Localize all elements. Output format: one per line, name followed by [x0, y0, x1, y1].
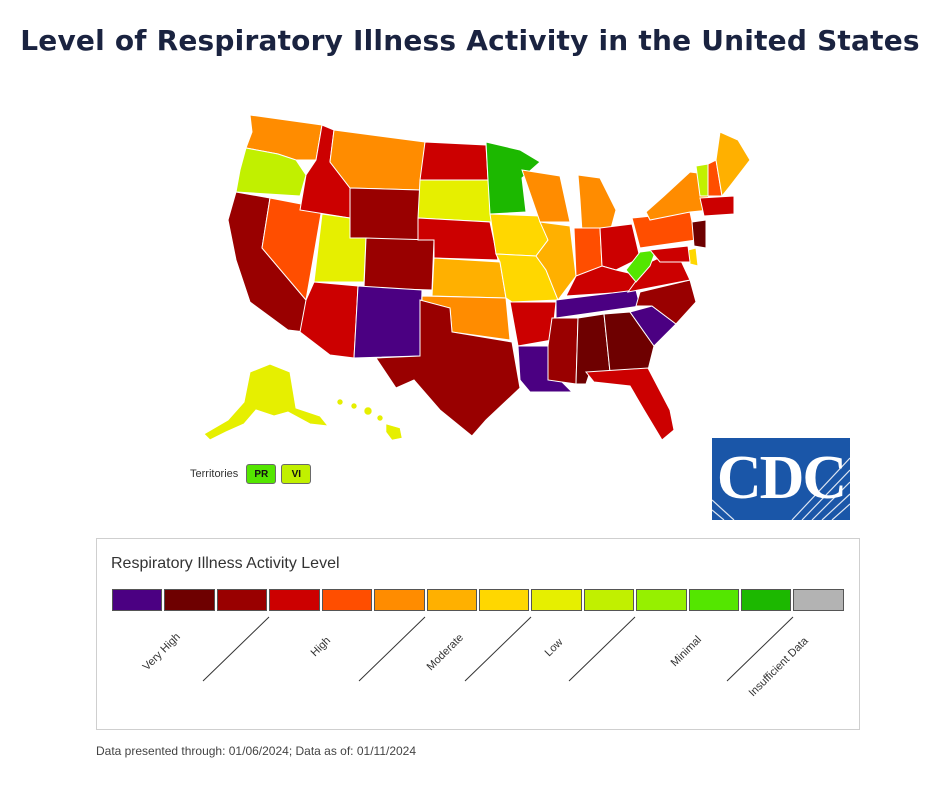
state-az[interactable]	[299, 281, 359, 359]
data-footnote: Data presented through: 01/06/2024; Data…	[96, 744, 417, 758]
state-ga[interactable]	[603, 311, 655, 373]
state-il[interactable]	[535, 221, 577, 302]
state-ak[interactable]	[203, 363, 330, 441]
territory-pr-badge[interactable]: PR	[246, 464, 277, 484]
state-mi[interactable]	[577, 174, 617, 233]
state-or[interactable]	[235, 147, 307, 197]
territories-label: Territories	[190, 468, 239, 480]
legend-swatch	[793, 589, 844, 611]
legend-swatch	[688, 589, 740, 611]
legend-label-high: High	[309, 635, 333, 659]
cdc-logo-stripes	[712, 457, 850, 520]
legend-swatch	[216, 589, 268, 611]
state-me[interactable]	[715, 131, 751, 198]
state-shapes	[203, 114, 751, 441]
state-nd[interactable]	[419, 141, 489, 181]
legend-title: Respiratory Illness Activity Level	[111, 555, 340, 572]
state-ms[interactable]	[547, 317, 579, 385]
state-wv[interactable]	[625, 249, 657, 283]
legend-divider	[358, 616, 426, 682]
map-title: Level of Respiratory Illness Activity in…	[20, 24, 920, 57]
territories-legend: Territories PR VI	[190, 464, 316, 484]
legend-label-minimal: Minimal	[669, 634, 704, 669]
state-wi[interactable]	[521, 169, 571, 223]
legend-label-very-high: Very High	[141, 631, 183, 673]
state-co[interactable]	[363, 237, 435, 291]
state-ks[interactable]	[431, 257, 507, 299]
state-mt[interactable]	[329, 129, 426, 191]
legend-label-low: Low	[543, 636, 566, 659]
legend-swatch	[164, 589, 215, 611]
legend-swatches	[112, 589, 844, 611]
state-ma[interactable]	[699, 195, 735, 217]
legend-swatch	[112, 589, 163, 611]
legend-label-moderate: Moderate	[425, 632, 466, 673]
legend-divider	[464, 616, 532, 682]
state-wy[interactable]	[349, 187, 421, 241]
legend-swatch	[321, 589, 373, 611]
legend-swatch	[374, 589, 425, 611]
state-nj[interactable]	[691, 219, 707, 249]
territory-vi-badge[interactable]: VI	[281, 464, 312, 484]
legend-labels: Very High High Moderate Low Minimal Insu…	[141, 616, 812, 699]
legend-swatch	[426, 589, 477, 611]
state-mn[interactable]	[485, 141, 541, 215]
state-tx[interactable]	[375, 299, 521, 437]
cdc-logo-text: CDC	[716, 444, 847, 512]
legend-divider	[726, 616, 794, 682]
state-fl[interactable]	[585, 367, 675, 441]
state-oh[interactable]	[599, 223, 641, 271]
legend-swatch	[478, 589, 530, 611]
cdc-logo: CDC	[712, 438, 850, 520]
legend-divider	[568, 616, 636, 682]
activity-level-legend: Respiratory Illness Activity Level Very …	[96, 538, 860, 730]
legend-swatch	[531, 589, 582, 611]
legend-swatch	[583, 589, 635, 611]
legend-swatch	[741, 589, 792, 611]
state-hi[interactable]	[336, 398, 403, 441]
legend-swatch	[636, 589, 687, 611]
state-md[interactable]	[649, 245, 691, 263]
state-sd[interactable]	[417, 179, 493, 223]
state-nm[interactable]	[353, 285, 423, 359]
legend-label-insufficient-data: Insufficient Data	[747, 634, 812, 699]
legend-divider	[202, 616, 270, 682]
legend-swatch	[269, 589, 320, 611]
